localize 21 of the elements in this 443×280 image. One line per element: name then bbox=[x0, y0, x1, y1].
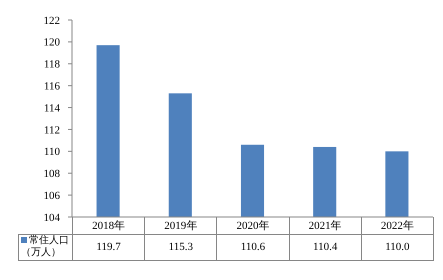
y-tick-label: 122 bbox=[44, 14, 60, 27]
legend-label: 常住人口（万人） bbox=[19, 235, 72, 259]
y-tick-label: 112 bbox=[44, 124, 60, 136]
data-label: 115.3 bbox=[144, 234, 217, 260]
data-label: 110.4 bbox=[289, 234, 362, 260]
y-tick-label: 114 bbox=[44, 102, 60, 114]
x-tick-label: 2022年 bbox=[361, 217, 434, 234]
y-tick-label: 106 bbox=[44, 190, 60, 202]
x-tick-label: 2019年 bbox=[144, 217, 217, 234]
y-tick-label: 108 bbox=[44, 168, 60, 180]
y-tick-label: 120 bbox=[44, 36, 60, 49]
y-tick-label: 116 bbox=[44, 80, 60, 93]
y-tick-label: 118 bbox=[44, 58, 60, 71]
x-tick-label: 2020年 bbox=[216, 217, 290, 234]
data-label: 110.6 bbox=[216, 234, 290, 260]
x-tick-label: 2018年 bbox=[72, 217, 145, 234]
x-tick-label: 2021年 bbox=[289, 217, 362, 234]
data-label: 119.7 bbox=[72, 234, 145, 260]
data-label: 110.0 bbox=[361, 234, 434, 260]
y-tick-label: 104 bbox=[44, 212, 60, 224]
y-tick-label: 110 bbox=[44, 146, 60, 158]
